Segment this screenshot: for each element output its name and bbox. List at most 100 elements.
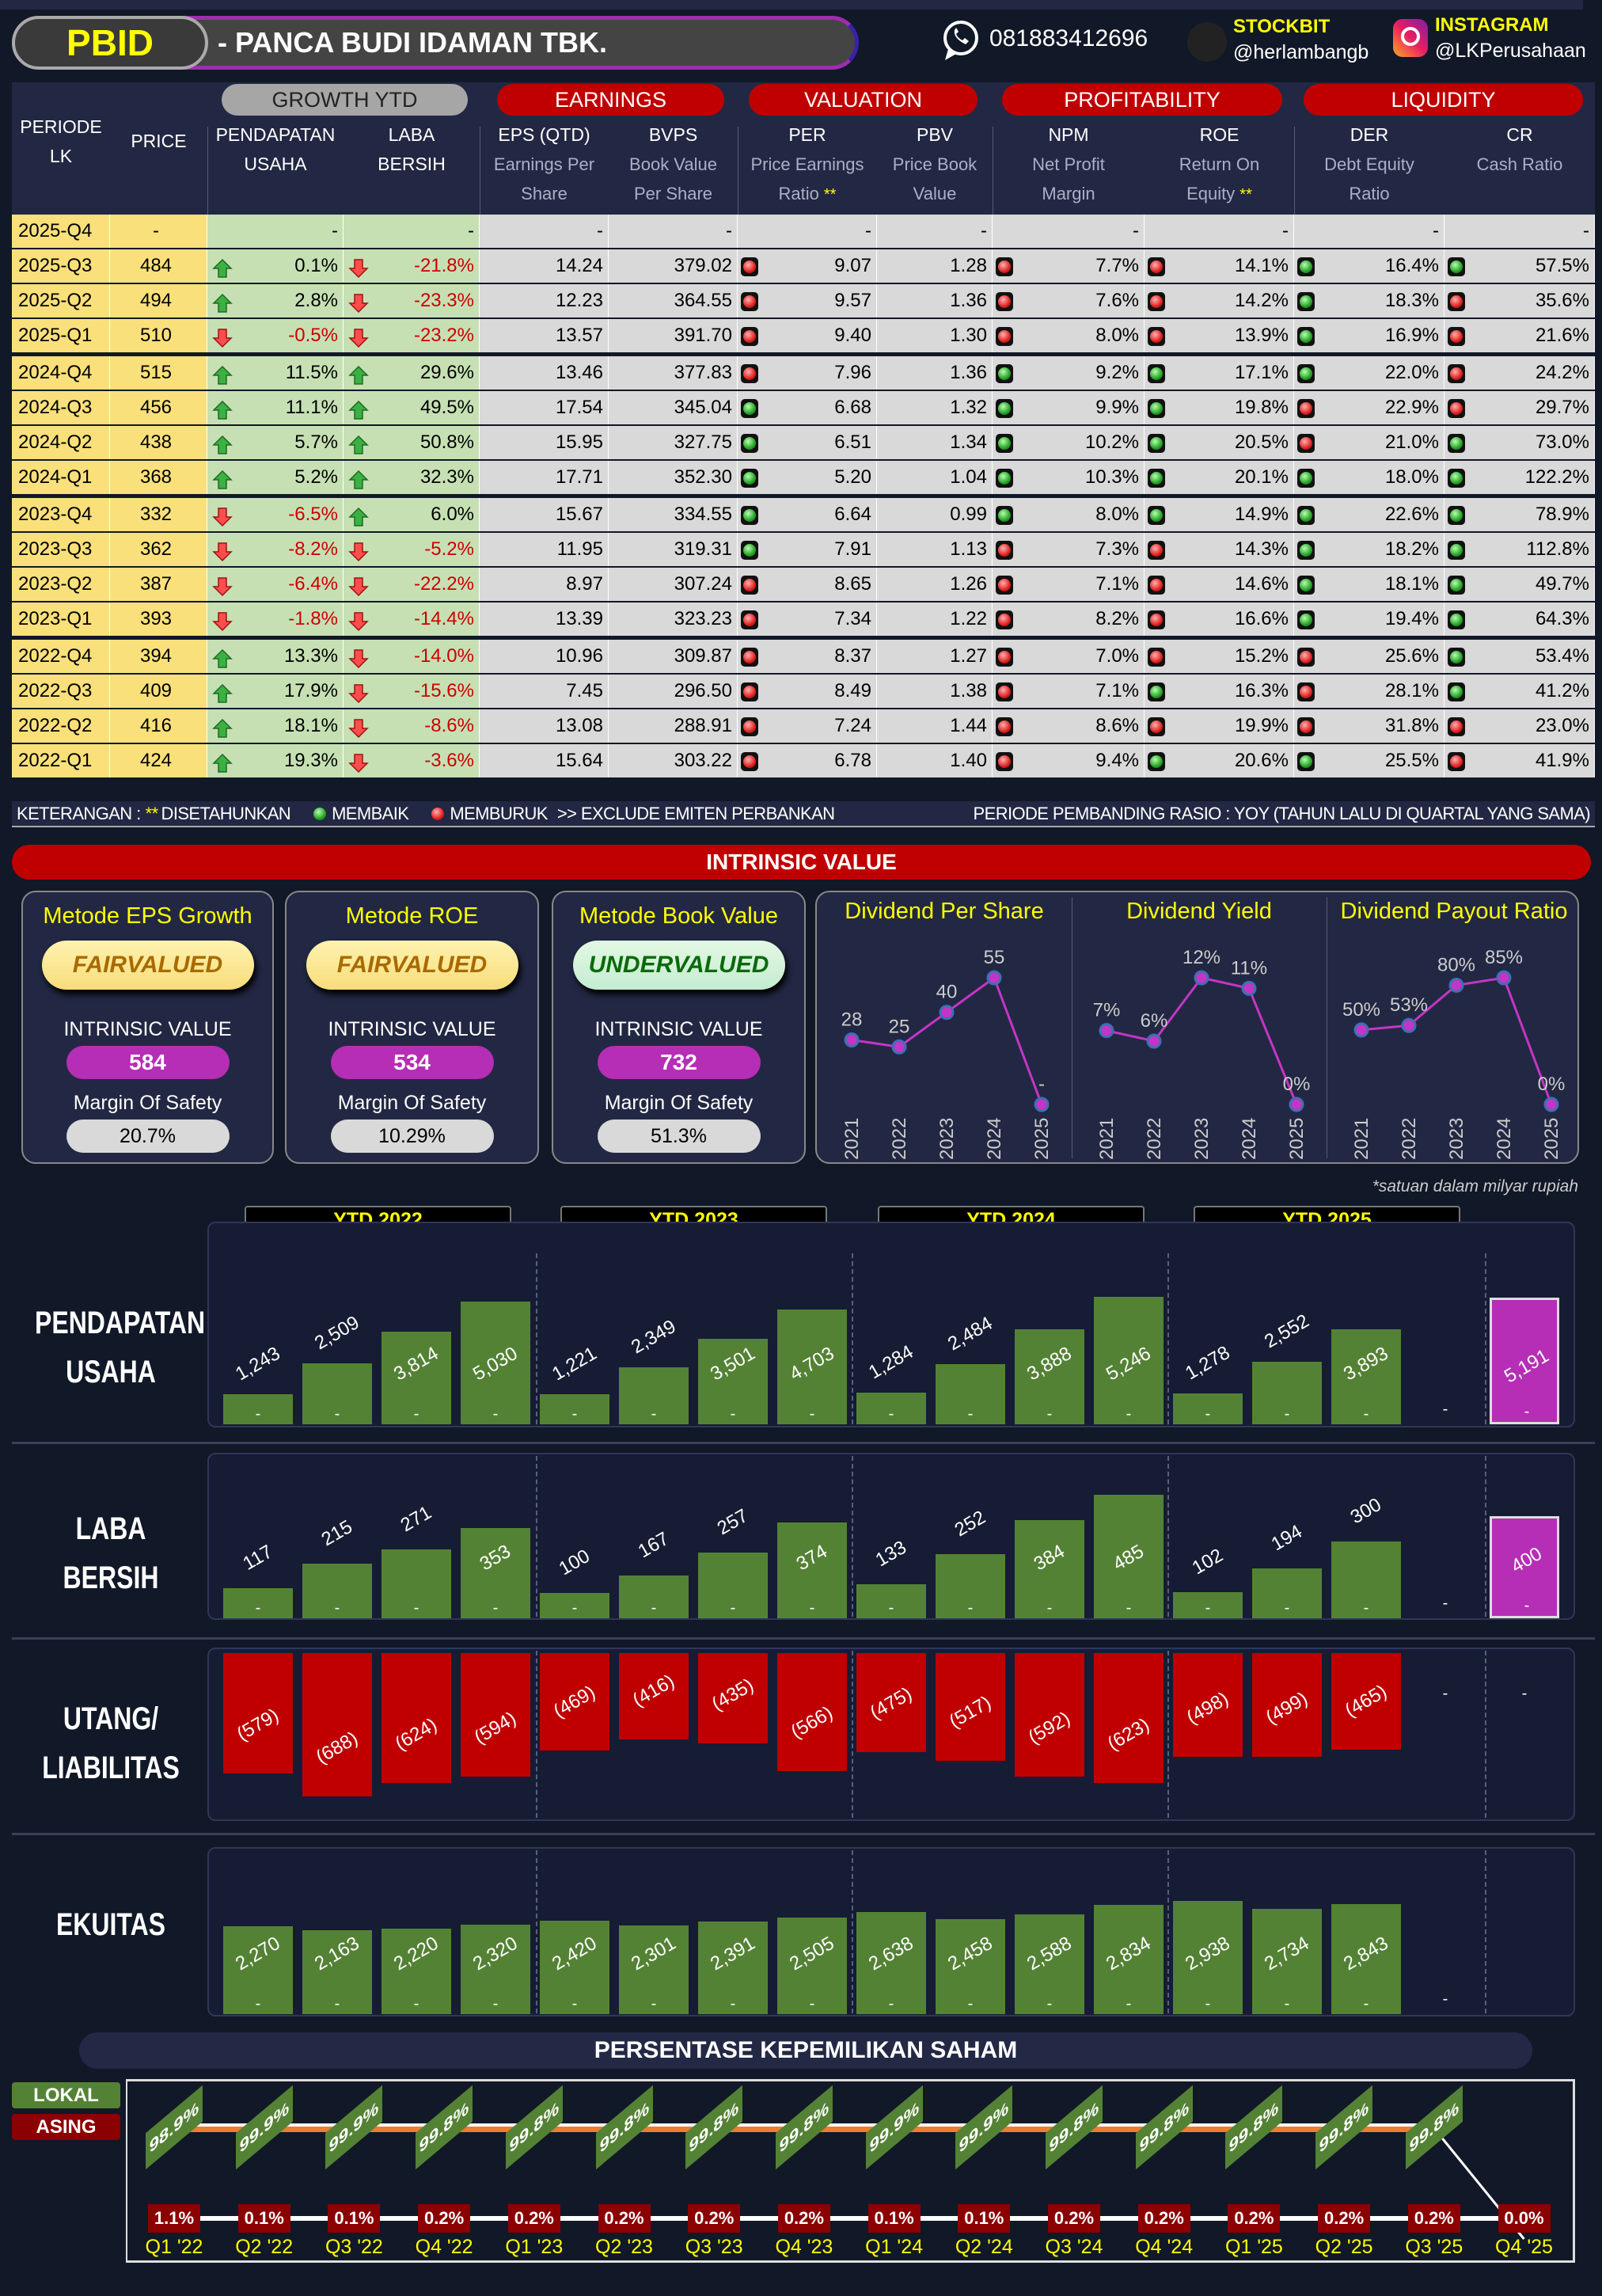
dividend-data-label: 0% <box>1538 1074 1566 1095</box>
value-per: 7.91 <box>834 538 871 560</box>
phone-number[interactable]: 081883412696 <box>989 25 1148 51</box>
value-roe: 13.9% <box>1234 325 1289 346</box>
cell-rev: 19.3% <box>207 744 344 777</box>
value-roe: 17.1% <box>1234 362 1289 383</box>
dividend-series-line <box>1106 976 1298 1105</box>
column-header-desc-2: Value <box>913 184 957 203</box>
value-eps: 15.95 <box>555 431 603 453</box>
bar: 100- <box>540 1545 609 1618</box>
cell-price: 515 <box>110 356 207 390</box>
red-status-dot-icon <box>1148 292 1165 311</box>
cell-roe: 19.8% <box>1145 391 1294 424</box>
value-roe: 14.3% <box>1234 538 1289 560</box>
red-status-dot-icon <box>1148 541 1165 560</box>
quarter-label: Q2 '24 <box>955 2236 1013 2258</box>
bar: (499) <box>1252 1653 1322 1757</box>
column-header-desc-2-line: Ratio <box>1294 179 1444 208</box>
value-bvps: - <box>726 220 732 241</box>
margin-of-safety-label: Margin Of Safety <box>604 1092 754 1114</box>
cell-np: 29.6% <box>344 356 480 390</box>
value-bvps: 345.04 <box>674 397 732 418</box>
dividend-point <box>1146 1033 1162 1049</box>
arrow-down-icon <box>348 717 369 739</box>
intrinsic-method-card: Metode Book Value UNDERVALUED INTRINSIC VA… <box>552 891 806 1164</box>
green-status-dot-icon <box>1297 541 1315 560</box>
bar: (624) <box>382 1653 451 1783</box>
green-status-dot-icon <box>1148 506 1165 525</box>
ownership-chart <box>126 2079 1575 2263</box>
cell-per: 7.91 <box>738 533 877 566</box>
cell-eps: 12.23 <box>480 284 609 317</box>
empty-value-label: - <box>1442 1685 1448 1702</box>
bar-dash: - <box>1524 1597 1530 1614</box>
value-p: 2023-Q3 <box>18 538 93 560</box>
bar-dash: - <box>1126 1405 1132 1423</box>
cell-p: 2023-Q2 <box>12 568 110 601</box>
quarter-label: Q2 '23 <box>595 2236 653 2258</box>
margin-of-safety-value: 10.29% <box>330 1119 494 1153</box>
value-cr: 112.8% <box>1526 538 1589 560</box>
red-status-dot-icon <box>1448 717 1465 736</box>
year-tick-label: 2022 <box>1144 1118 1165 1160</box>
bar-dash: - <box>492 1405 499 1423</box>
value-per: 9.07 <box>834 255 871 276</box>
value-pbv: 1.38 <box>950 680 987 701</box>
value-roe: 15.2% <box>1234 645 1289 667</box>
instagram-handle[interactable]: @LKPerusahaan <box>1435 40 1586 62</box>
arrow-up-icon <box>348 433 369 454</box>
value-eps: 13.46 <box>555 362 603 383</box>
bar: (416) <box>619 1653 689 1739</box>
dividend-data-label: - <box>1038 1074 1045 1095</box>
dividend-data-label: 85% <box>1485 947 1523 968</box>
value-npm: 7.3% <box>1095 538 1139 560</box>
bar-value-label: 374 <box>792 1540 831 1576</box>
value-der: 25.6% <box>1384 645 1439 667</box>
red-status-dot-icon <box>741 648 758 667</box>
cell-np: 6.0% <box>344 498 480 531</box>
column-header-desc: Debt Equity <box>1324 154 1414 174</box>
red-status-dot-icon <box>1148 257 1165 276</box>
green-status-dot-icon <box>996 364 1013 383</box>
value-price: 332 <box>139 504 173 525</box>
value-np: -22.2% <box>413 573 474 595</box>
dividend-data-label: 0% <box>1283 1074 1311 1095</box>
cell-bvps: 379.02 <box>609 249 738 283</box>
column-header: PRICE <box>110 112 207 156</box>
value-npm: 7.6% <box>1095 290 1139 311</box>
intrinsic-value: 732 <box>597 1046 761 1079</box>
cell-eps: 13.39 <box>480 603 609 636</box>
year-tick-label: 2024 <box>984 1118 1005 1160</box>
value-pbv: 1.22 <box>950 608 987 629</box>
value-bvps: 377.83 <box>674 362 732 383</box>
cell-p: 2025-Q1 <box>12 319 110 352</box>
cell-pbv: 1.04 <box>877 461 993 494</box>
section-divider <box>12 1442 1595 1444</box>
asing-data-label: 0.2% <box>1137 2204 1190 2233</box>
cell-cr: 73.0% <box>1444 426 1595 459</box>
arrow-down-icon <box>348 257 369 279</box>
value-pbv: 1.34 <box>950 431 987 453</box>
stockbit-handle[interactable]: @herlambangb <box>1233 41 1369 63</box>
group-separator <box>536 1456 537 1617</box>
bar: 353 - <box>461 1528 530 1618</box>
cell-np: -22.2% <box>344 568 480 601</box>
legend-stars: ** <box>145 804 159 823</box>
group-separator <box>1167 1253 1169 1424</box>
ticker-badge: PBID <box>12 16 208 70</box>
dividend-data-label: 80% <box>1437 954 1475 975</box>
value-price: 362 <box>139 538 173 560</box>
bar-dash: - <box>255 1405 261 1423</box>
column-header-desc-2: Ratio <box>778 184 819 203</box>
year-tick-label: 2025 <box>1286 1118 1308 1160</box>
group-separator <box>852 1253 853 1424</box>
cell-price: 387 <box>110 568 207 601</box>
dividend-line-chart: 28 2021 25 2022 40 2023 55 2024 - 2025 <box>841 947 1053 1160</box>
dividend-data-label: 6% <box>1141 1010 1168 1032</box>
red-dot-icon <box>429 804 446 823</box>
column-header-desc: Return On <box>1179 154 1260 174</box>
bar-value-label: 2,163 <box>310 1932 363 1975</box>
green-status-dot-icon <box>996 506 1013 525</box>
value-rev: -8.2% <box>288 538 338 560</box>
year-tick-label: 2023 <box>1446 1118 1467 1160</box>
value-npm: 10.3% <box>1084 466 1139 488</box>
